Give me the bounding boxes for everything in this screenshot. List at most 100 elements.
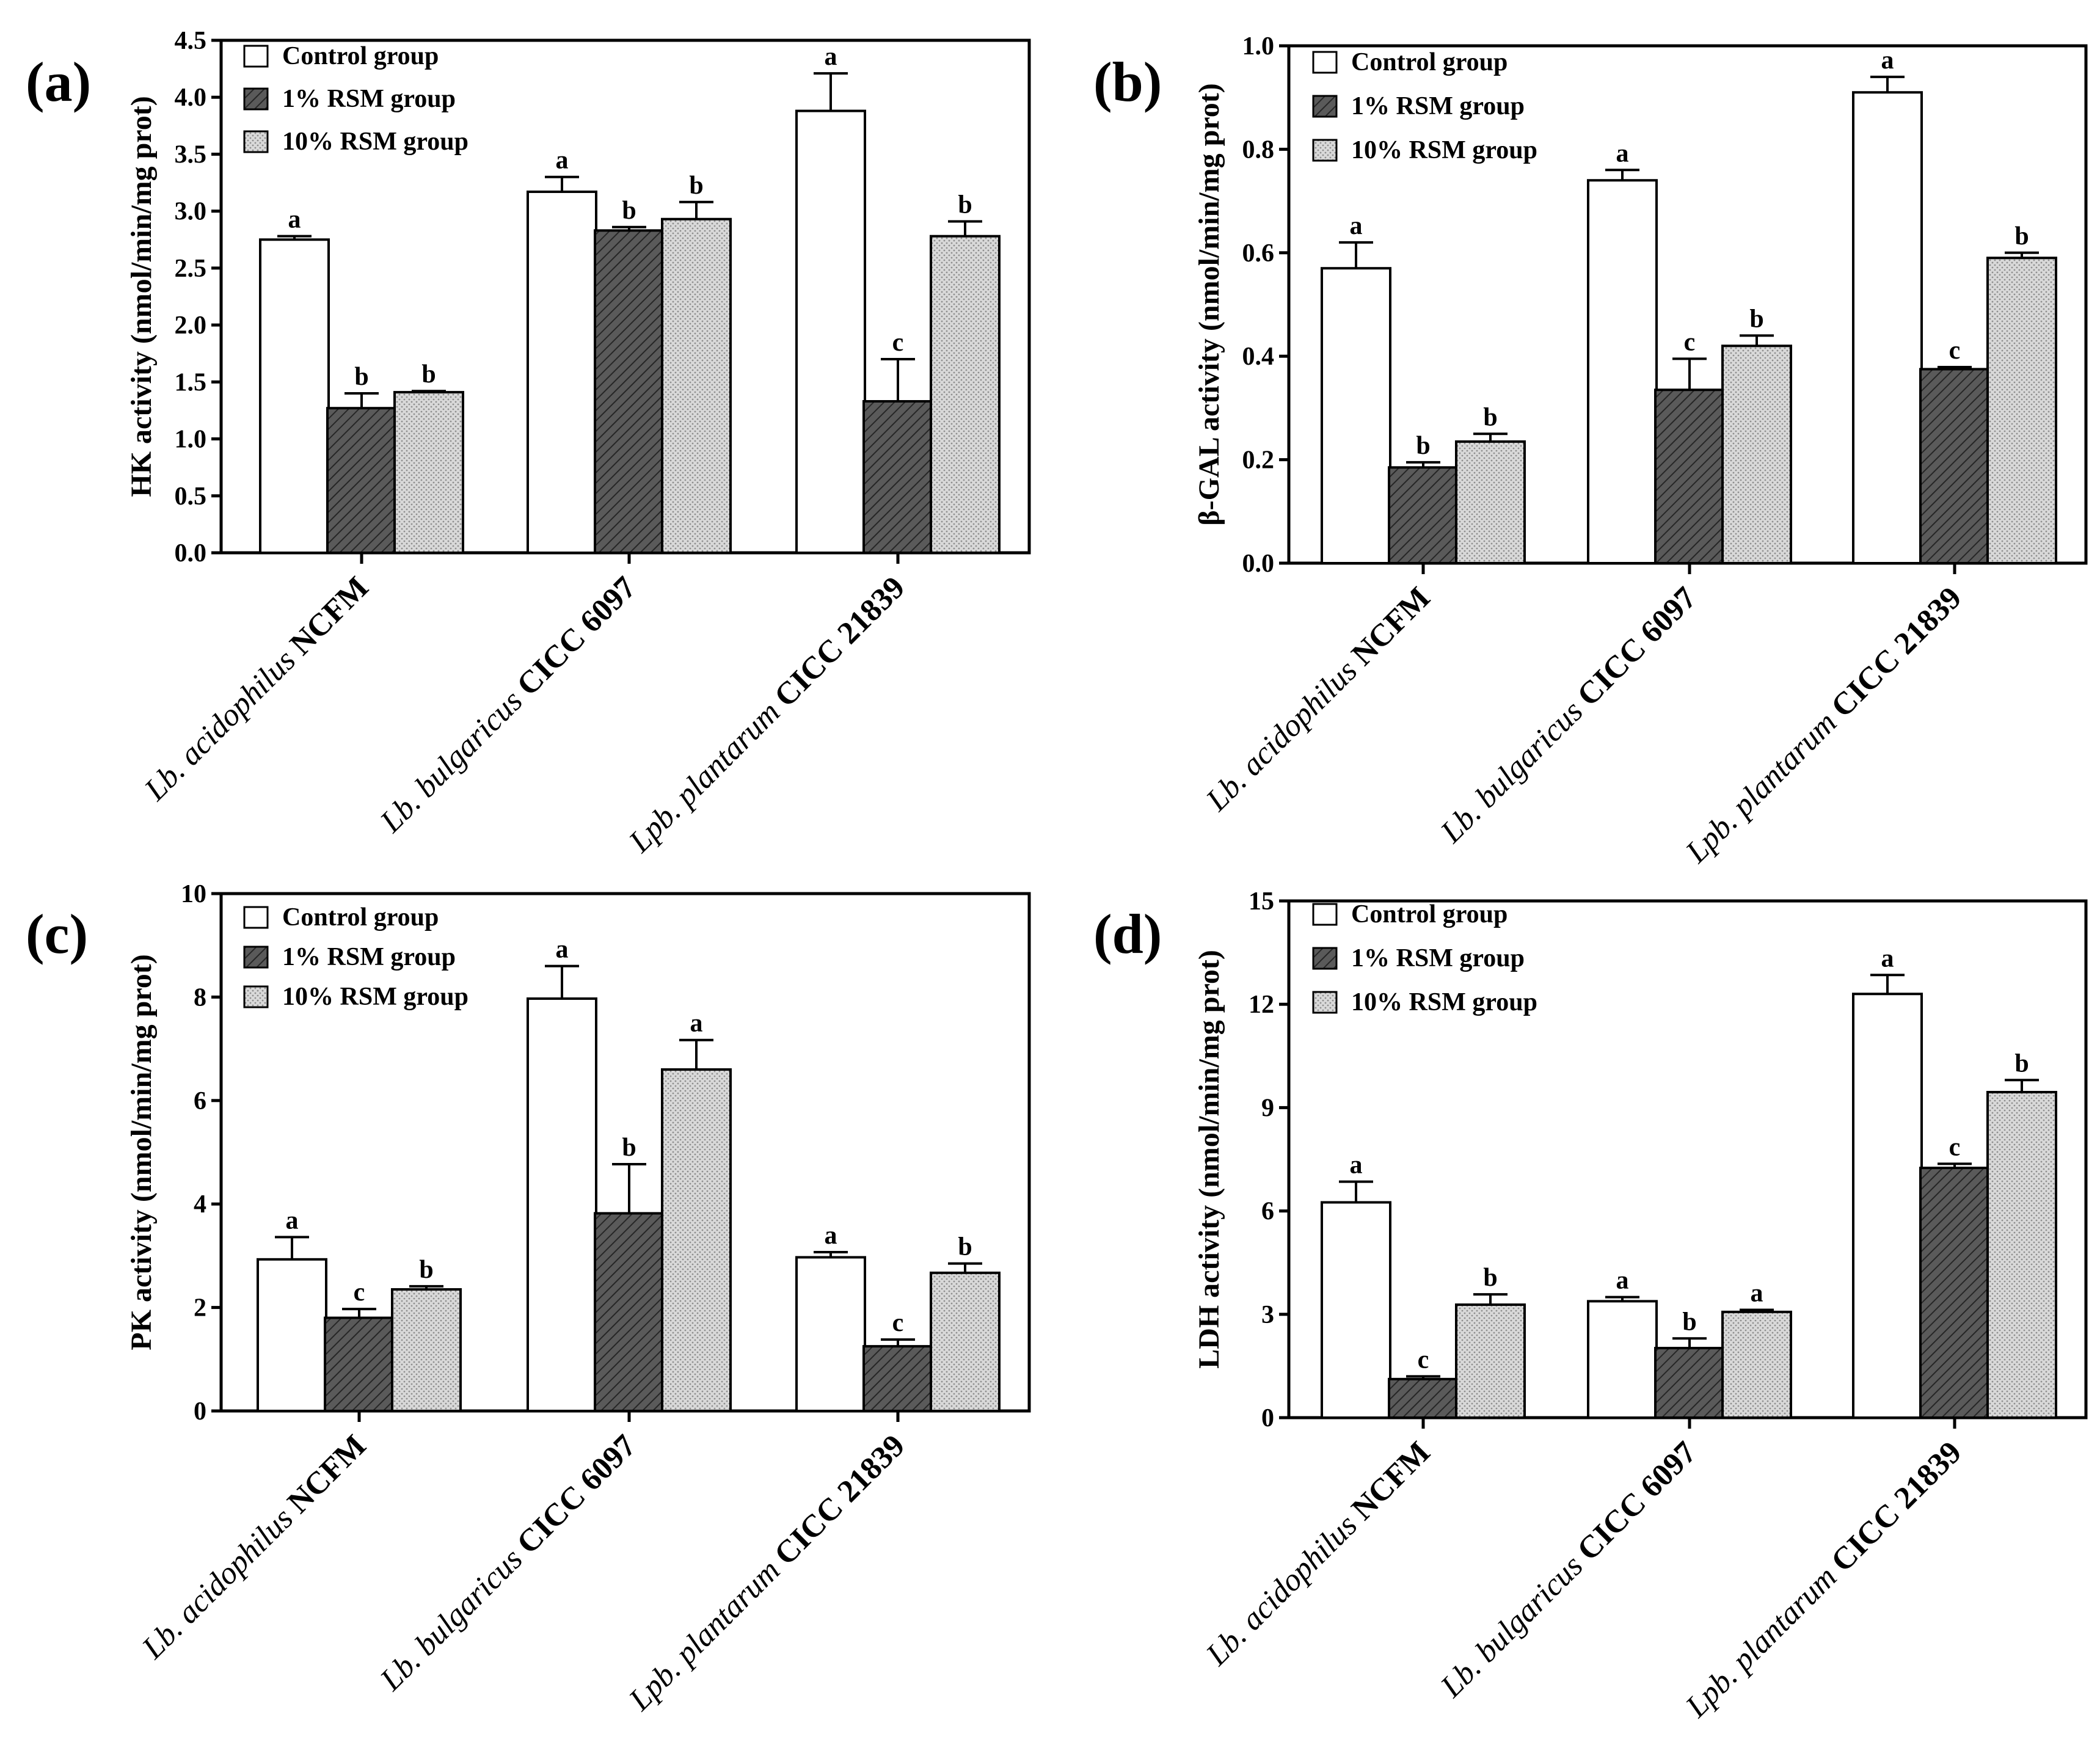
y-tick-label: 0.4 <box>1242 343 1275 371</box>
bar <box>661 1068 732 1412</box>
y-tick-label: 6 <box>1261 1198 1274 1226</box>
significance-letter: b <box>2014 1049 2029 1077</box>
bar <box>862 1345 933 1412</box>
panel-b: (b) 0.0 0.2 0.4 0.6 0.8 1.0 β-GAL activity (nmo… <box>1093 32 2088 870</box>
significance-letter: b <box>1682 1308 1696 1336</box>
bar <box>930 1271 1001 1413</box>
significance-letter: b <box>354 363 368 391</box>
bar <box>661 217 732 554</box>
significance-letter: a <box>1350 212 1363 240</box>
legend-label: 1% RSM group <box>282 943 456 971</box>
significance-letter: a <box>690 1010 703 1038</box>
y-tick-label: 0.6 <box>1242 239 1275 268</box>
significance-letter: a <box>556 936 569 964</box>
x-tick-label: Lb. bulgaricus CICC 6097 <box>373 1428 643 1697</box>
y-tick-label: 0.2 <box>1242 446 1275 475</box>
bar <box>527 997 597 1413</box>
significance-letter: b <box>419 1256 433 1284</box>
y-tick-label: 2.5 <box>175 255 207 283</box>
bar <box>1986 1091 2057 1419</box>
bar <box>1321 1201 1391 1419</box>
x-tick-label: Lpb. plantarum CICC 21839 <box>622 570 911 859</box>
significance-letter: c <box>1684 328 1696 356</box>
y-tick-label: 8 <box>194 983 206 1011</box>
x-tick-label: Lb. bulgaricus CICC 6097 <box>1434 1435 1703 1704</box>
bar <box>862 400 933 554</box>
significance-letter: b <box>421 360 436 388</box>
significance-letter: a <box>1751 1279 1763 1307</box>
y-tick-label: 4.0 <box>175 84 207 112</box>
x-tick-label: Lb. acidophilus NCFM <box>1199 580 1437 818</box>
y-axis-label: PK activity (nmol/min/mg prot) <box>125 954 158 1350</box>
y-tick-label: 0.8 <box>1242 136 1275 164</box>
significance-letter: b <box>1483 1264 1497 1292</box>
legend-swatch <box>243 45 269 68</box>
y-axis-label: LDH activity (nmol/min/mg prot) <box>1193 950 1225 1369</box>
bar <box>1919 1167 1990 1419</box>
y-tick-label: 15 <box>1249 887 1274 916</box>
bar <box>795 1256 866 1412</box>
y-tick-label: 3.5 <box>175 140 207 169</box>
significance-letter: a <box>825 43 837 71</box>
legend-label: Control group <box>1351 900 1508 928</box>
legend-swatch <box>243 985 269 1008</box>
y-axis-label: HK activity (nmol/min/mg prot) <box>125 96 158 497</box>
legend-label: 10% RSM group <box>1351 136 1537 164</box>
bar <box>1721 344 1792 564</box>
legend-label: 10% RSM group <box>282 983 468 1011</box>
bar <box>391 1288 462 1413</box>
legend-swatch <box>243 87 269 111</box>
bar <box>324 1316 395 1413</box>
significance-letter: c <box>1949 337 1961 365</box>
y-tick-label: 1.0 <box>175 426 207 454</box>
x-tick-label: Lb. bulgaricus CICC 6097 <box>373 570 643 839</box>
y-tick-label: 6 <box>194 1087 206 1115</box>
significance-letter: a <box>1881 944 1894 972</box>
bar <box>1721 1310 1792 1419</box>
bar <box>1852 91 1923 565</box>
legend-label: 1% RSM group <box>1351 92 1525 120</box>
bar <box>326 407 397 555</box>
bar <box>1587 179 1658 565</box>
significance-letter: a <box>1616 139 1629 167</box>
panel-label: (d) <box>1093 903 1162 965</box>
significance-letter: c <box>892 329 904 357</box>
x-tick-label: Lb. acidophilus NCFM <box>135 1428 373 1666</box>
bar <box>594 229 665 554</box>
significance-letter: b <box>622 1134 636 1162</box>
y-tick-label: 0.0 <box>175 539 207 567</box>
bar <box>930 235 1001 554</box>
legend-swatch <box>1312 95 1338 118</box>
significance-letter: c <box>1418 1346 1429 1374</box>
bar <box>1388 1377 1459 1419</box>
panel-label: (c) <box>26 903 88 965</box>
y-tick-label: 2.0 <box>175 312 207 340</box>
y-tick-label: 10 <box>181 880 206 908</box>
bar <box>1654 388 1725 564</box>
legend-swatch <box>1312 139 1338 162</box>
significance-letter: b <box>1749 305 1763 333</box>
bar <box>259 238 330 554</box>
legend-label: Control group <box>282 42 439 70</box>
legend-label: 10% RSM group <box>282 128 468 156</box>
significance-letter: b <box>1483 403 1497 431</box>
bar <box>393 391 464 554</box>
legend-label: Control group <box>1351 48 1508 76</box>
legend-label: 10% RSM group <box>1351 988 1537 1016</box>
y-axis-label: β-GAL activity (nmol/min/mg prot) <box>1193 83 1225 525</box>
bar <box>527 190 597 554</box>
y-tick-label: 0.5 <box>175 483 207 511</box>
bar <box>257 1258 327 1413</box>
x-tick-label: Lpb. plantarum CICC 21839 <box>622 1428 911 1718</box>
y-tick-label: 0 <box>1261 1404 1274 1432</box>
significance-letter: a <box>1350 1151 1363 1179</box>
significance-letter: a <box>556 147 569 175</box>
significance-letter: a <box>288 206 301 234</box>
y-tick-label: 0 <box>194 1398 206 1426</box>
legend-label: 1% RSM group <box>282 85 456 113</box>
x-tick-label: Lb. bulgaricus CICC 6097 <box>1434 580 1703 850</box>
significance-letter: a <box>1881 46 1894 75</box>
significance-letter: a <box>1616 1267 1629 1295</box>
bar <box>1321 267 1391 564</box>
